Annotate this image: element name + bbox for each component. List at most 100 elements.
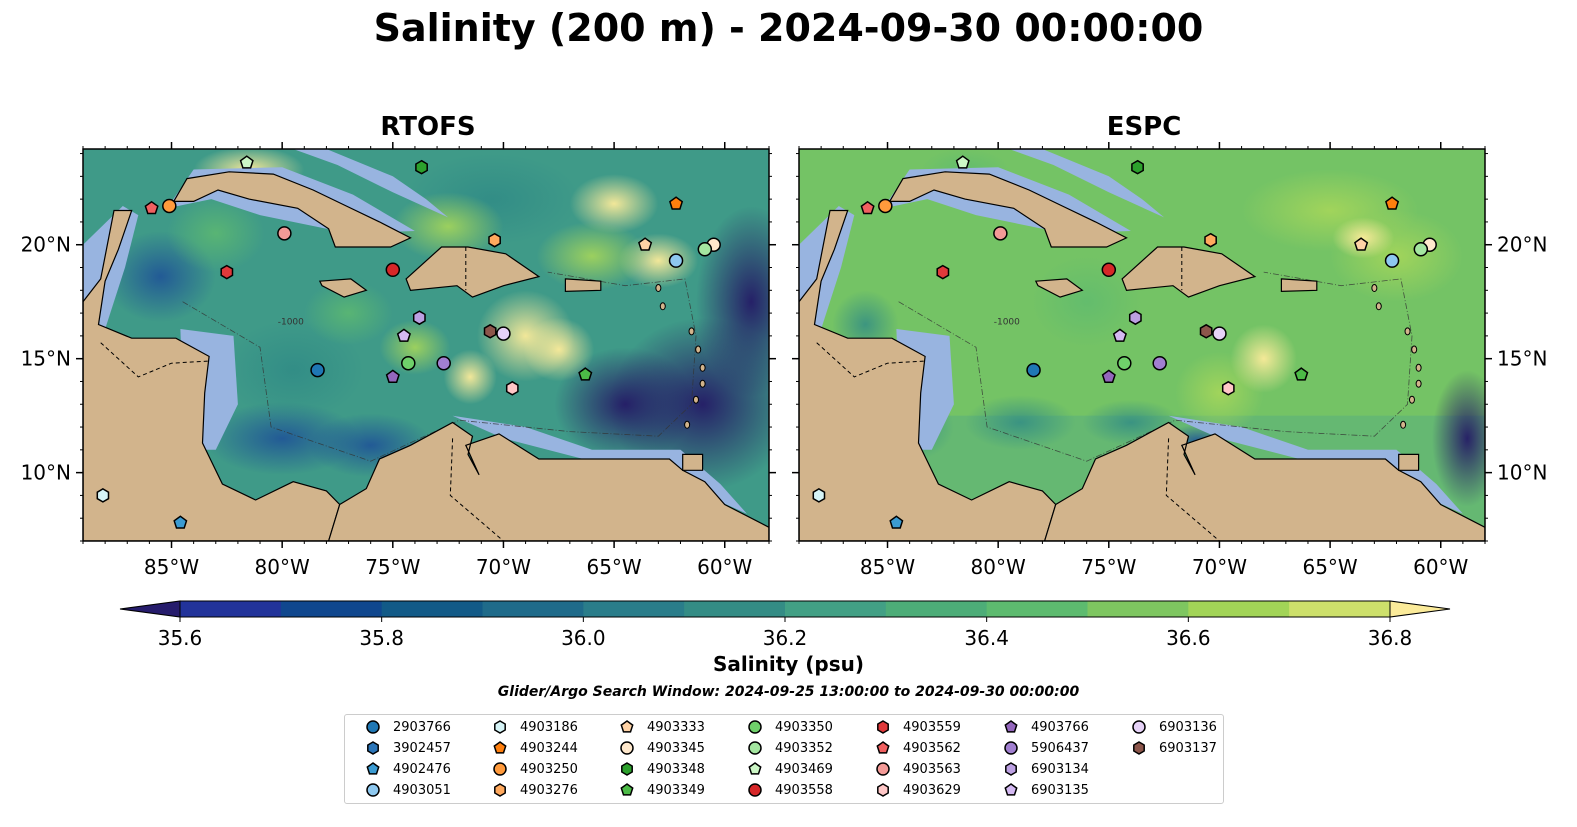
legend-item-3902457: 3902457 <box>363 738 451 758</box>
float-marker-4903469 <box>239 155 254 169</box>
shelf-venez <box>452 415 747 514</box>
legend-marker-4903051 <box>366 783 380 797</box>
bathymetry-contour-label: -1000 <box>994 317 1020 327</box>
float-marker-4902476 <box>173 515 188 529</box>
legend-marker-icon <box>748 720 762 734</box>
bathymetry-contour-label: -1000 <box>278 317 304 327</box>
float-marker-4903350 <box>1117 355 1132 371</box>
legend-marker-icon <box>876 762 890 776</box>
legend-marker-icon <box>876 741 890 754</box>
float-marker-5906437 <box>436 355 451 371</box>
legend-marker-4903766 <box>1004 720 1018 733</box>
legend-label: 6903137 <box>1159 740 1217 756</box>
float-marker-4903348 <box>415 159 428 175</box>
float-marker-2903766 <box>1026 362 1041 378</box>
float-marker-4903350 <box>401 355 416 371</box>
legend-item-4903563: 4903563 <box>873 759 961 779</box>
salinity-anomaly <box>167 194 265 273</box>
island <box>1415 363 1422 372</box>
lat-tick-label: 20°N <box>1497 233 1547 257</box>
legend-marker-4903469 <box>748 762 762 775</box>
legend-marker-icon <box>366 720 380 734</box>
lon-tick-label: 85°W <box>144 555 199 579</box>
legend-label: 4903244 <box>520 740 578 756</box>
legend-marker-3902457 <box>367 741 379 755</box>
land-south-america <box>1043 421 1485 541</box>
colorbar-tick-label: 36.4 <box>964 626 1009 650</box>
colorbar-title: Salinity (psu) <box>712 652 864 676</box>
bathymetry-contour <box>182 271 697 462</box>
land-trinidad <box>1398 453 1420 471</box>
legend-marker-icon <box>1004 720 1018 733</box>
lat-tick-label: 20°N <box>21 233 71 257</box>
salinity-anomaly <box>392 192 504 261</box>
salinity-anomaly <box>695 206 769 398</box>
legend-marker-icon <box>1004 783 1018 796</box>
float-marker-6903137 <box>1199 323 1213 339</box>
legend-item-4903349: 4903349 <box>617 780 705 800</box>
legend-marker-4903276 <box>494 783 506 797</box>
island <box>688 327 695 336</box>
salinity-anomaly <box>222 319 365 421</box>
colorbar-tick-label: 35.6 <box>158 626 203 650</box>
legend-marker-icon <box>748 741 762 755</box>
legend-marker-4903629 <box>877 783 889 797</box>
float-marker-4903558 <box>385 262 401 278</box>
float-marker-4903186 <box>96 488 110 503</box>
float-marker-2903766 <box>310 362 325 378</box>
lat-tick-label: 10°N <box>21 461 71 485</box>
legend-marker-icon <box>367 741 379 755</box>
country-border <box>816 342 926 378</box>
colorbar-bin <box>280 601 383 617</box>
legend-item-2903766: 2903766 <box>363 717 451 737</box>
land-south-america <box>327 421 769 541</box>
float-marker-4903250 <box>162 198 177 214</box>
legend-item-4903186: 4903186 <box>490 717 578 737</box>
float-marker-4903250 <box>878 198 893 214</box>
legend-marker-4903333 <box>620 720 634 733</box>
legend-marker-icon <box>366 762 380 775</box>
float-marker-4903352 <box>697 242 713 257</box>
legend-marker-icon <box>494 783 506 797</box>
legend-marker-4903345 <box>620 741 634 755</box>
float-marker-5906437 <box>1152 355 1167 371</box>
float-marker-4903558 <box>1101 262 1117 278</box>
lon-tick-label: 80°W <box>971 555 1026 579</box>
land-trinidad <box>682 453 704 471</box>
float-marker-4903559 <box>936 264 950 280</box>
legend-marker-4903244 <box>493 741 507 754</box>
land-puerto-rico <box>564 278 602 293</box>
float-marker-4903766 <box>1101 369 1116 383</box>
legend-item-6903136: 6903136 <box>1129 717 1217 737</box>
legend-item-4903244: 4903244 <box>490 738 578 758</box>
legend-marker-4903186 <box>494 720 506 734</box>
colorbar-bin <box>583 601 685 617</box>
legend-label: 4903186 <box>520 719 578 735</box>
colorbar-tick-label: 36.2 <box>763 626 808 650</box>
legend-marker-icon <box>620 720 634 733</box>
salinity-anomaly <box>1230 324 1297 393</box>
legend-marker-icon <box>620 783 634 796</box>
legend-label: 4902476 <box>393 761 451 777</box>
legend-label: 4903349 <box>647 782 705 798</box>
float-marker-4903333 <box>1354 237 1369 251</box>
legend-label: 4903350 <box>775 719 833 735</box>
legend-marker-icon <box>748 762 762 775</box>
land-cuba <box>172 171 412 248</box>
legend-marker-4903562 <box>876 741 890 754</box>
legend-marker-4903563 <box>876 762 890 776</box>
legend-marker-4903350 <box>748 720 762 734</box>
salinity-anomaly <box>304 281 393 345</box>
legend-marker-icon <box>1005 762 1017 776</box>
legend-marker-icon <box>621 762 633 776</box>
float-marker-4903766 <box>385 369 400 383</box>
float-marker-4903348 <box>1131 159 1144 175</box>
legend-marker-icon <box>1133 741 1145 755</box>
legend-label: 4903559 <box>903 719 961 735</box>
float-marker-4903349 <box>578 367 593 381</box>
legend-item-6903134: 6903134 <box>1001 759 1089 779</box>
float-marker-4903629 <box>505 380 519 396</box>
salinity-anomaly <box>1431 370 1485 507</box>
float-marker-4903051 <box>1384 253 1400 268</box>
legend-marker-icon <box>877 783 889 797</box>
